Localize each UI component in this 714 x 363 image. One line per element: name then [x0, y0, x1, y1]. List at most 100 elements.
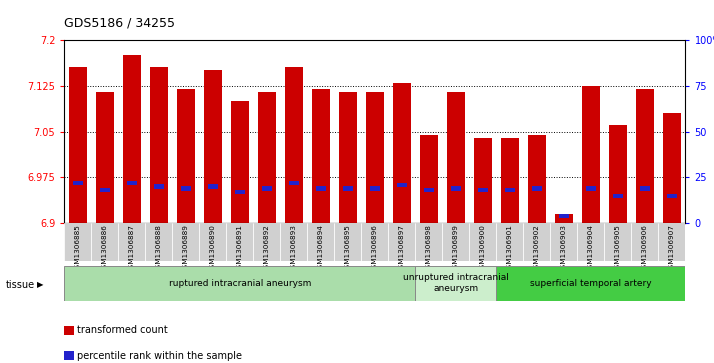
Bar	[388, 223, 416, 261]
Bar	[528, 135, 545, 223]
Text: GSM1306904: GSM1306904	[588, 224, 594, 273]
Bar	[424, 188, 433, 192]
Bar	[208, 184, 218, 189]
Bar	[555, 214, 573, 223]
Bar	[496, 223, 523, 261]
Text: GSM1306895: GSM1306895	[345, 224, 351, 273]
Bar	[285, 68, 303, 223]
Bar	[123, 55, 141, 223]
Text: transformed count: transformed count	[77, 325, 168, 335]
Text: GSM1306891: GSM1306891	[237, 224, 243, 273]
Bar	[235, 190, 245, 194]
Bar	[154, 184, 164, 189]
Bar	[253, 223, 281, 261]
Bar	[416, 266, 496, 301]
Text: GSM1306885: GSM1306885	[75, 224, 81, 273]
Bar	[658, 223, 685, 261]
Bar	[361, 223, 388, 261]
Bar	[443, 223, 469, 261]
Bar	[339, 92, 356, 223]
Bar	[231, 101, 248, 223]
Text: GSM1306900: GSM1306900	[480, 224, 486, 273]
Text: superficial temporal artery: superficial temporal artery	[530, 279, 652, 287]
Bar	[307, 223, 334, 261]
Bar	[281, 223, 307, 261]
Bar	[96, 92, 114, 223]
Bar	[145, 223, 172, 261]
Text: GSM1306903: GSM1306903	[561, 224, 567, 273]
Bar	[420, 135, 438, 223]
Text: GSM1306901: GSM1306901	[507, 224, 513, 273]
Bar	[631, 223, 658, 261]
Text: percentile rank within the sample: percentile rank within the sample	[77, 351, 242, 361]
Bar	[150, 68, 168, 223]
Bar	[343, 186, 353, 191]
Text: GSM1306896: GSM1306896	[372, 224, 378, 273]
Text: GSM1306888: GSM1306888	[156, 224, 162, 273]
Text: ▶: ▶	[37, 281, 44, 289]
Bar	[334, 223, 361, 261]
Bar	[177, 89, 195, 223]
Bar	[262, 186, 271, 191]
Text: tissue: tissue	[6, 280, 35, 290]
Bar	[605, 223, 631, 261]
Text: GSM1306906: GSM1306906	[642, 224, 648, 273]
Bar	[478, 188, 488, 192]
Bar	[667, 193, 677, 198]
Bar	[397, 183, 407, 187]
Text: GSM1306905: GSM1306905	[615, 224, 621, 273]
Bar	[370, 186, 380, 191]
Bar	[523, 223, 550, 261]
Bar	[366, 92, 383, 223]
Bar	[559, 214, 569, 218]
Bar	[172, 223, 199, 261]
Bar	[393, 83, 411, 223]
Text: GSM1306902: GSM1306902	[534, 224, 540, 273]
Text: GSM1306899: GSM1306899	[453, 224, 459, 273]
Bar	[181, 186, 191, 191]
Bar	[127, 181, 136, 185]
Bar	[578, 223, 605, 261]
Bar	[636, 89, 654, 223]
Bar	[69, 68, 86, 223]
Text: GSM1306890: GSM1306890	[210, 224, 216, 273]
Bar	[586, 186, 595, 191]
Text: GSM1306894: GSM1306894	[318, 224, 324, 273]
Bar	[258, 92, 276, 223]
Text: GDS5186 / 34255: GDS5186 / 34255	[64, 16, 175, 29]
Bar	[312, 89, 330, 223]
Bar	[505, 188, 515, 192]
Bar	[73, 181, 83, 185]
Bar	[100, 188, 110, 192]
Bar	[199, 223, 226, 261]
Bar	[64, 223, 91, 261]
Bar	[609, 126, 627, 223]
Bar	[204, 70, 221, 223]
Bar	[532, 186, 542, 191]
Text: GSM1306898: GSM1306898	[426, 224, 432, 273]
Bar	[451, 186, 461, 191]
Text: GSM1306893: GSM1306893	[291, 224, 297, 273]
Bar	[613, 193, 623, 198]
Text: GSM1306907: GSM1306907	[669, 224, 675, 273]
Bar	[496, 266, 685, 301]
Bar	[64, 266, 416, 301]
Text: GSM1306892: GSM1306892	[263, 224, 270, 273]
Bar	[91, 223, 119, 261]
Text: unruptured intracranial
aneurysm: unruptured intracranial aneurysm	[403, 273, 509, 293]
Bar	[550, 223, 578, 261]
Bar	[119, 223, 145, 261]
Bar	[416, 223, 443, 261]
Bar	[289, 181, 298, 185]
Bar	[582, 86, 600, 223]
Text: GSM1306897: GSM1306897	[399, 224, 405, 273]
Text: GSM1306889: GSM1306889	[183, 224, 188, 273]
Bar	[316, 186, 326, 191]
Bar	[447, 92, 465, 223]
Bar	[474, 138, 492, 223]
Text: GSM1306887: GSM1306887	[129, 224, 135, 273]
Bar	[663, 113, 680, 223]
Bar	[469, 223, 496, 261]
Bar	[501, 138, 518, 223]
Bar	[226, 223, 253, 261]
